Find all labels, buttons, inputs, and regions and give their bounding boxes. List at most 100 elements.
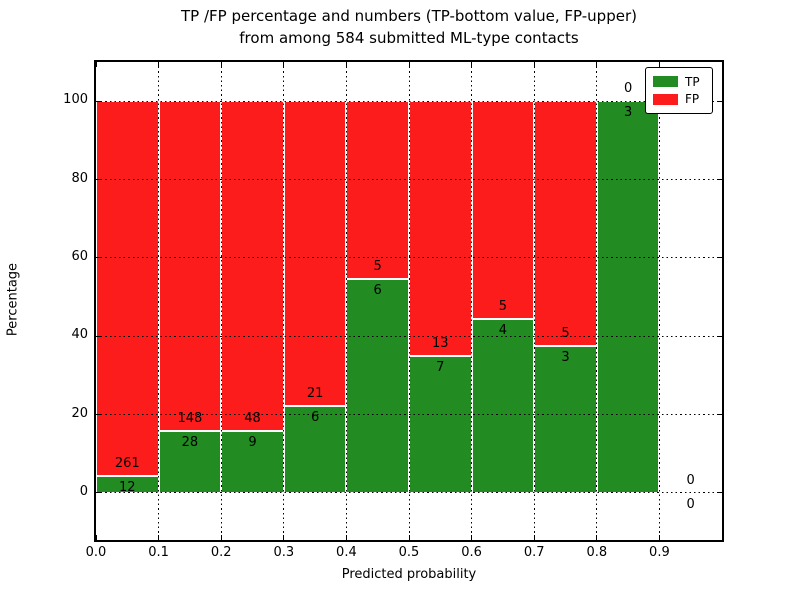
bar-label-fp: 5 — [561, 326, 570, 342]
y-tick-label: 60 — [71, 248, 88, 264]
x-tick-top — [658, 62, 660, 67]
bar-label-fp: 261 — [114, 455, 140, 471]
y-tick-left — [96, 257, 101, 259]
y-tick-label: 0 — [79, 483, 88, 499]
bar-label-fp: 148 — [177, 410, 203, 426]
gridline-y — [96, 179, 722, 181]
bar-label-tp: 3 — [623, 105, 633, 121]
bar-label-tp: 7 — [436, 359, 445, 375]
bar-label-fp: 0 — [686, 472, 695, 488]
bar-label-tp: 3 — [561, 350, 570, 366]
x-tick-top — [283, 62, 285, 67]
bar-segment-tp — [534, 346, 597, 493]
x-tick-top — [95, 62, 97, 67]
bar-segment-fp — [96, 101, 159, 476]
x-tick-label: 0.3 — [273, 545, 295, 560]
gridline-y — [96, 100, 722, 102]
x-tick-label: 0.9 — [649, 545, 670, 560]
y-tick-left — [96, 100, 101, 102]
gridline-y — [96, 257, 722, 259]
x-tick-top — [471, 62, 473, 67]
gridline-x — [596, 62, 598, 540]
plot-area: 261 12 148 28 48 9 21 6 5 6 13 7 5 4 5 3 0 3 0 0 — [95, 62, 722, 540]
x-tick-bottom — [658, 535, 660, 540]
y-tick-right — [717, 335, 722, 337]
y-tick-left — [96, 179, 101, 181]
x-tick-label: 0.2 — [210, 545, 232, 560]
x-tick-top — [408, 62, 410, 67]
x-tick-bottom — [158, 535, 160, 540]
x-tick-top — [345, 62, 347, 67]
chart-title-line1: TP /FP percentage and numbers (TP-bottom… — [181, 7, 637, 25]
x-tick-top — [158, 62, 160, 67]
x-tick-bottom — [471, 535, 473, 540]
bar-segment-tp — [471, 318, 535, 493]
bar-label-fp: 21 — [306, 385, 324, 401]
x-tick-label: 0.4 — [336, 545, 357, 560]
gridline-x — [658, 62, 660, 540]
fp-swatch-icon — [653, 93, 678, 105]
bar-segment-fp — [534, 101, 597, 347]
x-tick-bottom — [408, 535, 410, 540]
gridline-y — [96, 335, 722, 337]
gridline-x — [158, 62, 160, 540]
legend-entry-tp: TP — [653, 76, 705, 88]
y-tick-label: 80 — [71, 170, 88, 186]
bar-label-tp: 12 — [119, 479, 136, 495]
legend-label-fp: FP — [685, 92, 700, 107]
bar-label-fp: 48 — [244, 411, 261, 427]
bar-segment-tp — [596, 101, 660, 493]
bar-label-tp: 9 — [248, 435, 257, 451]
legend-entry-fp: FP — [653, 93, 705, 105]
gridline-x — [471, 62, 473, 540]
y-tick-right — [717, 257, 722, 259]
x-tick-label: 0.7 — [523, 545, 545, 560]
x-tick-top — [596, 62, 598, 67]
bar-label-fp: 5 — [373, 259, 382, 275]
bar-label-fp: 5 — [498, 298, 508, 314]
gridline-y — [96, 492, 722, 494]
x-tick-bottom — [283, 535, 285, 540]
bar-segment-tp — [409, 355, 472, 493]
y-tick-right — [717, 179, 722, 181]
bar-segment-fp — [346, 101, 409, 280]
tp-swatch-icon — [653, 76, 678, 88]
bar-label-fp: 13 — [432, 335, 449, 351]
gridline-y — [96, 414, 722, 416]
bar-segment-fp — [158, 101, 222, 431]
y-tick-right — [717, 100, 722, 102]
gridline-x — [408, 62, 410, 540]
x-tick-label: 0.1 — [148, 545, 169, 560]
x-tick-bottom — [95, 535, 97, 540]
x-tick-label: 0.5 — [398, 545, 420, 560]
y-tick-label: 40 — [71, 327, 88, 343]
y-axis-label: Percentage — [5, 262, 21, 337]
gridline-x — [283, 62, 285, 540]
y-tick-label: 100 — [63, 92, 88, 108]
x-axis-label: Predicted probability — [341, 567, 477, 582]
y-tick-left — [96, 335, 101, 337]
legend-label-tp: TP — [685, 74, 700, 89]
x-tick-bottom — [220, 535, 222, 540]
y-tick-left — [96, 414, 101, 416]
bar-label-tp: 4 — [498, 322, 508, 338]
legend: TP FP — [645, 67, 713, 114]
bar-segment-fp — [221, 101, 284, 432]
x-tick-label: 0.6 — [461, 545, 482, 560]
x-tick-bottom — [596, 535, 598, 540]
bar-label-tp: 6 — [310, 409, 320, 425]
x-tick-label: 0.8 — [586, 545, 608, 560]
bar-label-fp: 0 — [623, 81, 633, 97]
bar-segment-fp — [283, 101, 347, 406]
x-tick-top — [533, 62, 535, 67]
gridline-x — [220, 62, 222, 540]
x-tick-label: 0.0 — [85, 545, 107, 560]
bar-segment-fp — [471, 101, 535, 319]
chart-title-line2: from among 584 submitted ML-type contact… — [239, 29, 579, 47]
bar-segment-tp — [158, 430, 222, 493]
bar-segment-fp — [409, 101, 472, 356]
x-tick-top — [220, 62, 222, 67]
x-tick-bottom — [345, 535, 347, 540]
bar-label-tp: 0 — [686, 496, 695, 512]
